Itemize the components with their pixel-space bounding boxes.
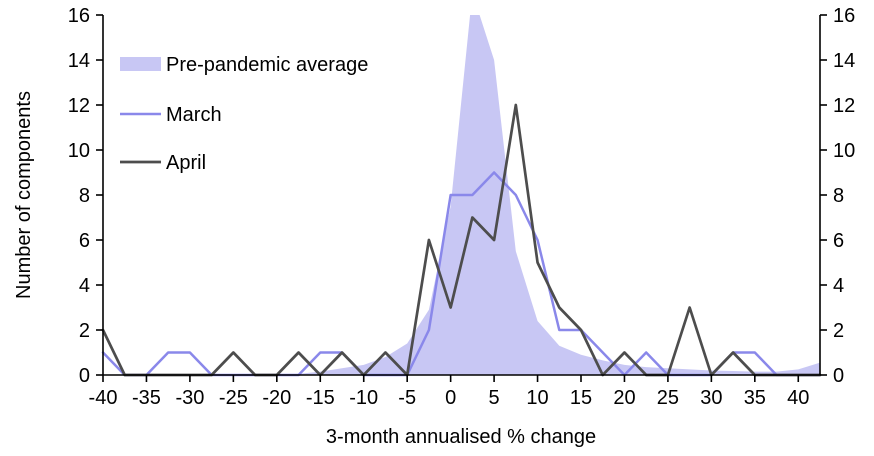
x-tick-label: 35 [744, 387, 766, 409]
left-y-tick-label: 14 [68, 50, 90, 72]
x-tick-label: 25 [657, 387, 679, 409]
left-y-tick-label: 10 [68, 140, 90, 162]
left-y-tick-label: 2 [79, 320, 90, 342]
x-tick-label: 0 [445, 387, 456, 409]
left-y-tick-label: 12 [68, 95, 90, 117]
x-tick-label: 40 [787, 387, 809, 409]
legend-label-march: March [166, 104, 222, 126]
left-y-tick-label: 16 [68, 5, 90, 27]
left-y-tick-label: 8 [79, 185, 90, 207]
right-y-tick-label: 14 [833, 50, 855, 72]
april-line [101, 103, 822, 377]
right-y-tick-label: 2 [833, 320, 844, 342]
right-y-axis-ticks: 0 2 4 6 8 10 12 14 16 [820, 5, 855, 387]
left-y-tick-label: 4 [79, 275, 90, 297]
x-tick-label: -35 [132, 387, 161, 409]
x-tick-label: -10 [349, 387, 378, 409]
legend-label-pre-pandemic-average: Pre-pandemic average [166, 54, 368, 76]
x-axis-title: 3-month annualised % change [326, 426, 596, 448]
right-y-tick-label: 6 [833, 230, 844, 252]
right-y-tick-label: 8 [833, 185, 844, 207]
left-y-tick-label: 0 [79, 365, 90, 387]
right-y-tick-label: 16 [833, 5, 855, 27]
right-y-tick-label: 4 [833, 275, 844, 297]
x-tick-label: -40 [89, 387, 118, 409]
x-tick-label: -15 [306, 387, 335, 409]
x-tick-label: -30 [175, 387, 204, 409]
x-tick-label: 15 [570, 387, 592, 409]
left-y-tick-label: 6 [79, 230, 90, 252]
x-tick-label: 5 [489, 387, 500, 409]
x-tick-label: 10 [526, 387, 548, 409]
left-y-axis-ticks: 0 2 4 6 8 10 12 14 16 [68, 5, 103, 387]
x-axis-ticks: -40 -35 -30 -25 -20 -15 -10 -5 0 5 10 15 20 25 30 35 40 [89, 375, 809, 409]
right-y-tick-label: 0 [833, 365, 844, 387]
x-tick-label: -20 [262, 387, 291, 409]
right-y-tick-label: 10 [833, 140, 855, 162]
legend-swatch-pre-pandemic-average [120, 57, 161, 71]
x-tick-label: 30 [700, 387, 722, 409]
legend: Pre-pandemic average March April [120, 54, 368, 174]
y-axis-title: Number of components [13, 91, 35, 299]
x-tick-label: -5 [398, 387, 416, 409]
x-tick-label: -25 [219, 387, 248, 409]
legend-label-april: April [166, 152, 206, 174]
right-y-tick-label: 12 [833, 95, 855, 117]
x-tick-label: 20 [613, 387, 635, 409]
